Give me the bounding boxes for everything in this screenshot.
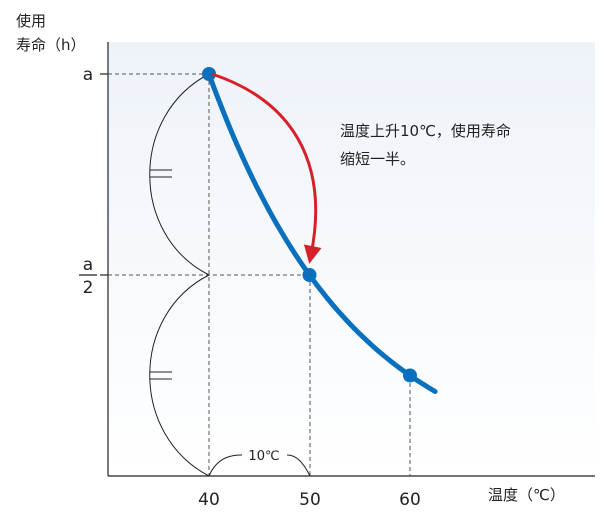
x-tick-label-40: 40 — [198, 490, 220, 510]
series-line — [206, 71, 438, 394]
halving-brackets — [149, 73, 311, 477]
y-tick-label-half-numerator: a — [83, 255, 93, 275]
interval-label: 10℃ — [248, 449, 279, 464]
data-point-60 — [403, 368, 417, 383]
y-axis-title-line-2: 寿命（h） — [16, 36, 86, 54]
interval-brace-left — [208, 454, 243, 477]
interval-brace-right — [286, 454, 311, 477]
data-points — [202, 67, 417, 383]
halving-arrow — [211, 72, 322, 264]
data-point-40 — [202, 67, 216, 81]
y-tick-label-half-denominator: 2 — [83, 278, 94, 298]
bracket-lower — [149, 274, 210, 477]
annotation-line-2: 缩短一半。 — [340, 150, 415, 168]
y-axis-title-line-1: 使用 — [16, 12, 46, 30]
x-tick-label-60: 60 — [399, 490, 421, 510]
y-tick-label-a: a — [83, 65, 93, 85]
bracket-upper — [149, 73, 210, 276]
annotation-line-1: 温度上升10℃，使用寿命 — [340, 122, 511, 140]
x-axis-title: 温度（℃） — [488, 486, 565, 504]
x-tick-label-50: 50 — [299, 490, 321, 510]
plot-area — [108, 42, 595, 476]
data-point-50 — [302, 268, 317, 282]
